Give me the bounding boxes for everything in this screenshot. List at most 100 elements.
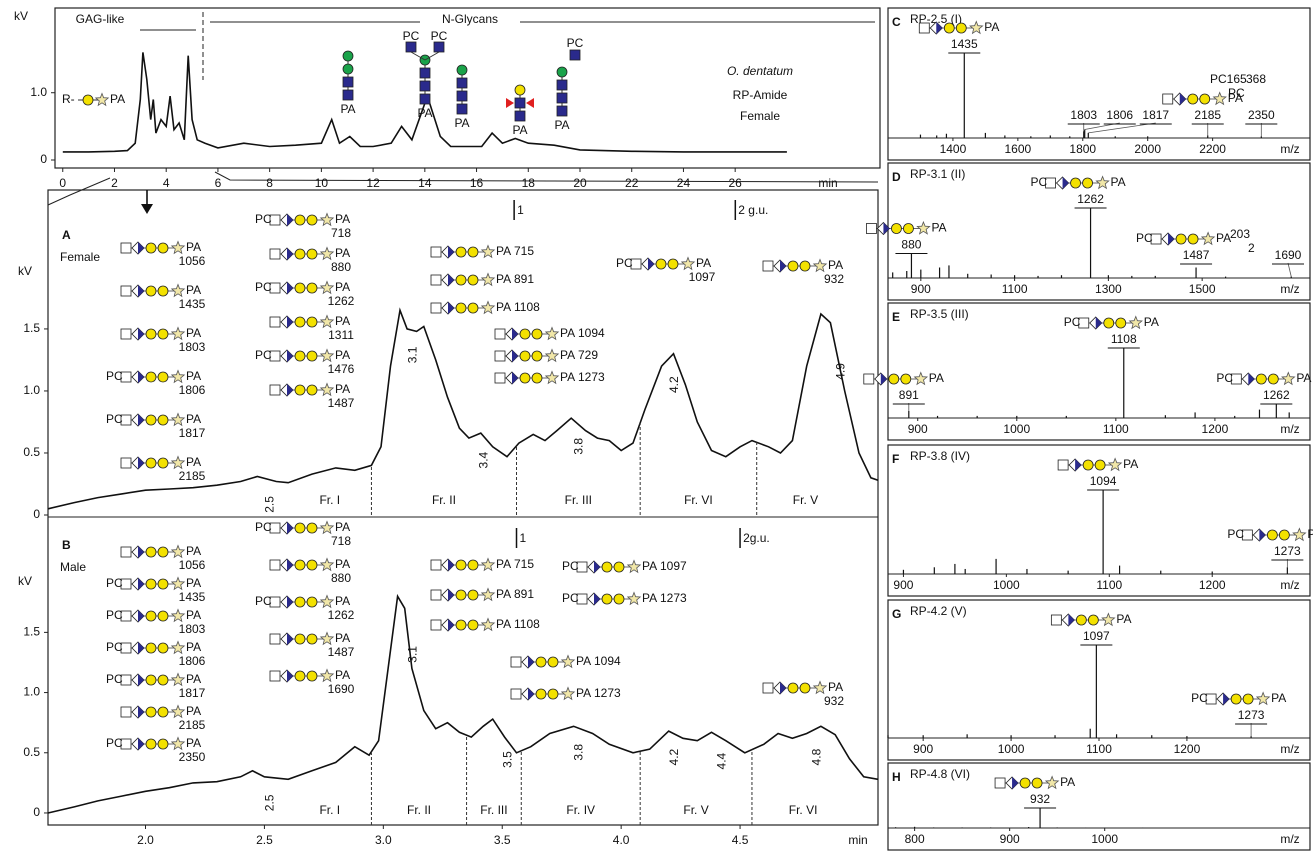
glycan-circle	[602, 594, 612, 604]
peak-mass: 2185	[1194, 108, 1221, 122]
glycan-circle	[956, 23, 966, 33]
peak-label: 3.1	[405, 646, 419, 663]
glycan-mass: 891	[514, 272, 534, 286]
glycan-circle	[307, 317, 317, 327]
glycan-square	[420, 68, 430, 78]
glycan-mass: 1273	[594, 686, 621, 700]
glycan-circle	[656, 259, 666, 269]
glycan-circle	[158, 547, 168, 557]
pa-label: PA	[1060, 775, 1075, 789]
pa-label: PA	[1307, 527, 1313, 541]
glycan-circle	[536, 689, 546, 699]
glycan-star	[321, 282, 333, 294]
pc-label: PC	[106, 608, 123, 622]
glycan-circle	[295, 317, 305, 327]
pa-label: PA	[496, 557, 511, 571]
glycan-circle	[343, 51, 353, 61]
glycan-square	[270, 560, 280, 570]
x-tick-label: 16	[470, 176, 484, 190]
glycan-square	[995, 778, 1005, 788]
glycan-circle	[1268, 374, 1278, 384]
fraction-label: Fr. III	[480, 803, 507, 817]
pc-label: PC	[431, 29, 448, 43]
glycan-circle	[295, 560, 305, 570]
peak-mass: 891	[899, 388, 919, 402]
pa-label: PA	[186, 544, 201, 558]
glycan-circle	[295, 523, 305, 533]
glycan-diamond-half	[1248, 373, 1254, 385]
glycan-mass: 1094	[594, 654, 621, 668]
zoom-line	[48, 178, 110, 205]
glycan-mass: 1435	[179, 590, 206, 604]
x-tick-label: 2.0	[137, 833, 154, 847]
glycan-star	[172, 414, 184, 426]
peak-label: 3.8	[572, 744, 586, 761]
x-tick-label: 4.0	[613, 833, 630, 847]
panel-letter: D	[892, 170, 901, 184]
glycan-square	[431, 303, 441, 313]
glycan-circle	[146, 329, 156, 339]
pa-label: PA	[1271, 691, 1286, 705]
glycan-circle	[548, 657, 558, 667]
x-tick-label: 6	[215, 176, 222, 190]
glycan-circle	[158, 611, 168, 621]
glycan-circle	[468, 247, 478, 257]
pa-label: PA	[1216, 231, 1231, 245]
glycan-square	[570, 50, 580, 60]
glycan-circle	[158, 707, 168, 717]
glycan-star	[172, 546, 184, 558]
glycan-star	[917, 222, 929, 234]
glycan-star	[1214, 93, 1226, 105]
glycan-mass: 1435	[179, 297, 206, 311]
x-tick-label: 1600	[1004, 142, 1031, 156]
fraction-label: Fr. I	[319, 493, 340, 507]
glycan-square	[431, 560, 441, 570]
pc-label: PC	[567, 36, 584, 50]
glycan-circle	[1243, 694, 1253, 704]
x-tick-label: 2200	[1199, 142, 1226, 156]
glycan-mass: 718	[331, 226, 351, 240]
peak-mass: 1817	[1142, 108, 1169, 122]
glycan-circle	[146, 643, 156, 653]
glycan-diamond-half	[287, 282, 293, 294]
y-tick-label: 0	[33, 805, 40, 819]
pa-label: PA	[186, 326, 201, 340]
pa-label: PA	[828, 680, 843, 694]
glycan-mass: 1262	[328, 608, 355, 622]
glycan-circle	[307, 597, 317, 607]
glycan-circle	[1188, 94, 1198, 104]
glycan-star	[814, 682, 826, 694]
peak-mass: 1806	[1106, 108, 1133, 122]
glycan-diamond-half	[287, 633, 293, 645]
pa-label: PA	[335, 631, 350, 645]
glycan-circle	[614, 562, 624, 572]
glycan-circle	[891, 224, 901, 234]
glycan-diamond-half	[287, 214, 293, 226]
glycan-star	[1282, 373, 1294, 385]
glycan-star	[482, 302, 494, 314]
glycan-square	[270, 249, 280, 259]
glycan-circle	[668, 259, 678, 269]
glycan-mass: 2350	[179, 750, 206, 764]
panel-letter: F	[892, 452, 899, 466]
glycan-diamond-half	[1096, 317, 1102, 329]
glycan-circle	[1083, 178, 1093, 188]
pc-label: PC	[1064, 315, 1081, 329]
glycan-star	[321, 559, 333, 571]
panel-title: RP-3.8 (IV)	[910, 449, 970, 463]
glycan-mass: 715	[514, 244, 534, 258]
glycan-circle	[158, 372, 168, 382]
gu-label: 1	[520, 531, 527, 545]
glycan-diamond-half	[138, 642, 144, 654]
spectrum-note: 2	[1248, 241, 1255, 255]
glycan-mass: 1803	[179, 340, 206, 354]
glycan-circle	[295, 671, 305, 681]
x-axis-label: m/z	[1280, 282, 1299, 296]
fraction-label: Fr. V	[793, 493, 818, 507]
peak-mass: 1094	[1090, 474, 1117, 488]
glycan-square	[1058, 460, 1068, 470]
glycan-star	[628, 593, 640, 605]
glycan-circle	[800, 261, 810, 271]
glycan-mass: 1056	[179, 558, 206, 572]
glycan-diamond-half	[287, 384, 293, 396]
